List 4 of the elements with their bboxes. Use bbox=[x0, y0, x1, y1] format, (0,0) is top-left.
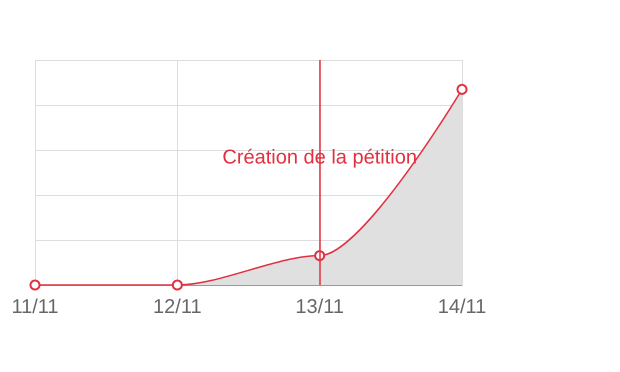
x-tick-label: 14/11 bbox=[438, 296, 486, 318]
x-tick-label: 12/11 bbox=[153, 296, 202, 318]
x-tick-label: 13/11 bbox=[295, 296, 344, 318]
x-tick-label: 11/11 bbox=[11, 296, 59, 318]
